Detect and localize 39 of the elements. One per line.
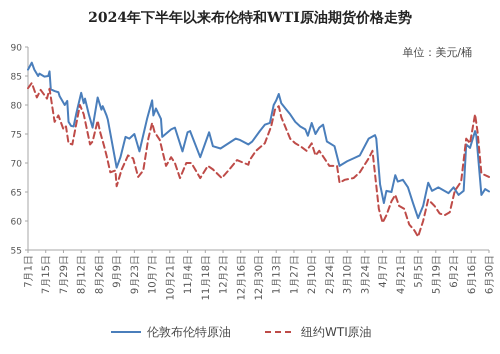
x-tick-label: 5月5日 (414, 255, 425, 288)
y-tick-label: 60 (10, 218, 22, 228)
y-tick-label: 80 (10, 102, 22, 112)
x-tick-label: 6月2日 (449, 255, 460, 288)
annotation: 单位：美元/桶 (402, 46, 472, 59)
x-tick-label: 12月30日 (254, 255, 265, 300)
x-tick-label: 9月9日 (112, 255, 124, 288)
chart-title: 2024年下半年以来布伦特和WTI原油期货价格走势 (88, 10, 412, 26)
x-tick-label: 1月13日 (272, 255, 283, 294)
x-tick-label: 11月18日 (200, 255, 212, 300)
x-tick-label: 5月19日 (431, 255, 442, 294)
y-tick-label: 70 (10, 160, 22, 170)
y-tick-label: 85 (10, 72, 22, 82)
x-tick-label: 10月21日 (165, 255, 176, 300)
x-tick-label: 7月1日 (24, 255, 34, 288)
x-tick-label: 10月7日 (148, 255, 159, 294)
x-tick-label: 8月26日 (94, 255, 106, 294)
x-tick-label: 3月24日 (360, 255, 372, 294)
x-tick-label: 8月12日 (76, 255, 88, 294)
legend-label: 伦敦布伦特原油 (147, 325, 231, 339)
y-tick-label: 90 (10, 44, 22, 54)
x-tick-label: 11月4日 (183, 255, 194, 294)
x-tick-label: 12月2日 (218, 255, 230, 294)
x-tick-label: 7月15日 (41, 255, 52, 294)
x-tick-label: 2月10日 (307, 255, 318, 294)
x-tick-label: 4月21日 (396, 255, 407, 294)
x-tick-label: 2月24日 (324, 255, 336, 294)
x-tick-label: 6月16日 (466, 255, 478, 294)
x-tick-label: 3月10日 (342, 255, 354, 294)
y-tick-label: 75 (10, 130, 22, 140)
x-tick-label: 12月16日 (236, 255, 248, 300)
y-tick-label: 65 (10, 188, 22, 198)
x-tick-label: 4月7日 (378, 255, 390, 288)
x-tick-label: 1月27日 (289, 255, 300, 294)
legend-label: 纽约WTI原油 (301, 325, 372, 339)
x-tick-label: 7月29日 (58, 255, 70, 294)
y-tick-label: 55 (10, 246, 22, 256)
x-tick-label: 9月23日 (130, 255, 141, 294)
x-tick-label: 6月30日 (484, 255, 496, 294)
